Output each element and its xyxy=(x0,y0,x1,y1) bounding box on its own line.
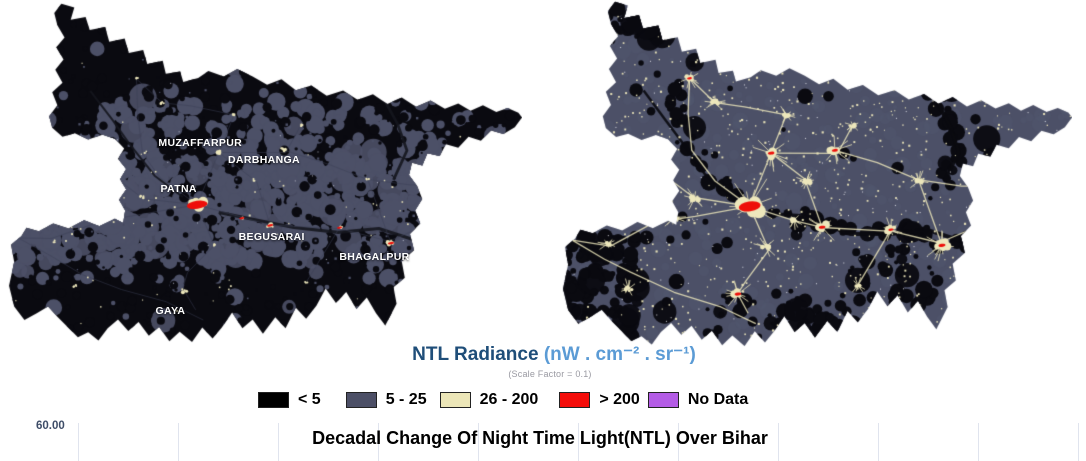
legend-item-lt5: < 5 xyxy=(258,391,321,409)
legend-label-lt5: < 5 xyxy=(298,391,321,408)
legend-item-5-25: 5 - 25 xyxy=(345,391,427,409)
legend-swatch-nodata xyxy=(647,392,679,408)
legend-bar: < 5 5 - 25 26 - 200 > 200 No Data xyxy=(258,391,748,409)
legend-swatch-lt5 xyxy=(258,392,289,408)
legend-heading-units: (nW . cm⁻² . sr⁻¹) xyxy=(543,344,696,365)
legend-item-gt200: > 200 xyxy=(559,391,640,409)
axis-tick-label: 60.00 xyxy=(36,420,65,432)
ntl-map-later-decade xyxy=(562,0,1072,348)
figure-title: Decadal Change Of Night Time Light(NTL) … xyxy=(312,428,768,448)
legend-swatch-5-25 xyxy=(345,392,377,408)
legend-label-26-200: 26 - 200 xyxy=(479,391,539,408)
legend-swatch-26-200 xyxy=(439,392,471,408)
legend-label-nodata: No Data xyxy=(687,391,749,408)
ntl-map-earlier-decade: MUZAFFARPUR DARBHANGA PATNA BEGUSARAI BHAGAL… xyxy=(8,2,522,344)
legend-label-5-25: 5 - 25 xyxy=(385,391,427,408)
scale-factor-note: (Scale Factor = 0.1) xyxy=(508,369,592,379)
legend-label-gt200: > 200 xyxy=(599,391,640,408)
legend-item-26-200: 26 - 200 xyxy=(439,391,539,409)
legend-swatch-gt200 xyxy=(559,392,591,408)
legend-item-nodata: No Data xyxy=(647,391,749,409)
legend-heading-title: NTL Radiance xyxy=(412,344,539,365)
ntl-map-earlier-canvas xyxy=(8,2,522,344)
legend-heading: NTL Radiance (nW . cm⁻² . sr⁻¹) xyxy=(11,343,1086,366)
ntl-map-later-canvas xyxy=(562,0,1072,348)
